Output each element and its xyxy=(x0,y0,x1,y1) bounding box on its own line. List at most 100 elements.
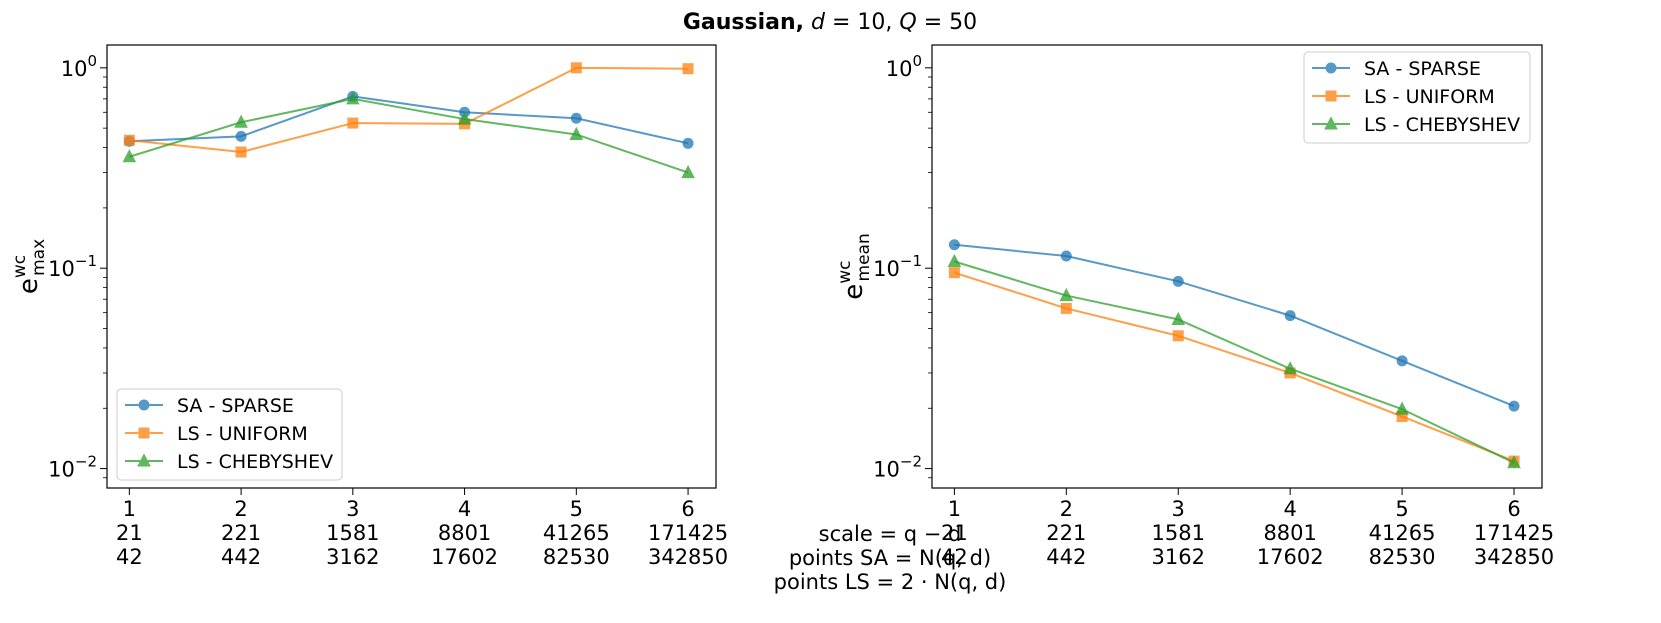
data-point-triangle xyxy=(681,165,695,179)
x-tick-label-points-sa: 171425 xyxy=(1474,521,1554,545)
x-tick-label-scale: 1 xyxy=(948,497,961,521)
y-axis-label-base: e xyxy=(839,284,869,300)
y-tick-exponent: 0 xyxy=(912,52,922,70)
x-tick-label-points-ls: 442 xyxy=(221,545,261,569)
y-tick-base: 10 xyxy=(873,458,900,482)
data-point-square xyxy=(682,63,694,75)
y-tick-exponent: 0 xyxy=(87,52,97,70)
data-point-triangle xyxy=(1395,401,1409,415)
title-part: = 50 xyxy=(917,10,977,35)
x-tick-label-scale: 2 xyxy=(1060,497,1073,521)
series-sa-sparse xyxy=(948,239,1520,412)
y-axis-label: ewcmean xyxy=(835,233,874,299)
x-tick-label-points-sa: 221 xyxy=(221,521,261,545)
y-tick-exponent: −1 xyxy=(900,252,922,270)
x-tick-label-scale: 1 xyxy=(123,497,136,521)
axes-frame xyxy=(931,44,1543,489)
legend-swatch xyxy=(1312,62,1350,74)
data-point-square xyxy=(123,134,135,146)
title-part: Q xyxy=(899,10,916,35)
y-tick-exponent: −2 xyxy=(900,453,922,471)
data-point-triangle xyxy=(569,126,584,140)
data-point-circle xyxy=(948,239,960,251)
y-tick-base: 10 xyxy=(61,57,88,81)
data-point-triangle xyxy=(234,114,248,128)
data-point-triangle xyxy=(947,253,962,268)
y-tick-exponent: −1 xyxy=(75,252,97,270)
data-point-square xyxy=(948,267,960,279)
x-tick-label-points-ls: 42 xyxy=(116,545,143,569)
x-tick-label-scale: 3 xyxy=(346,497,359,521)
x-tick-label-points-sa: 171425 xyxy=(648,521,728,545)
x-tick-label-scale: 4 xyxy=(1283,497,1296,521)
data-point-circle xyxy=(682,137,694,149)
y-tick-label: 10−1 xyxy=(873,252,922,281)
legend-marker-triangle xyxy=(1324,116,1338,130)
x-tick-label-points-ls: 17602 xyxy=(431,545,498,569)
x-tick-label-points-ls: 3162 xyxy=(326,545,379,569)
left-plot-panel: 10010−110−212142222144231581316248801176… xyxy=(10,44,728,569)
x-tick-label-scale: 4 xyxy=(458,497,471,521)
data-point-square xyxy=(1172,330,1184,342)
axes-frame xyxy=(106,44,717,489)
x-tick-label-scale: 6 xyxy=(1507,497,1520,521)
y-axis-label: ewcmax xyxy=(10,239,49,294)
legend-label: SA - SPARSE xyxy=(1364,58,1481,80)
legend-marker-triangle xyxy=(137,453,151,467)
data-point-circle xyxy=(1284,310,1296,322)
x-tick-label-points-sa: 221 xyxy=(1046,521,1086,545)
data-point-triangle xyxy=(1283,361,1297,375)
data-point-triangle xyxy=(457,111,472,125)
data-point-triangle xyxy=(122,149,137,163)
x-tick-label-points-ls: 3162 xyxy=(1152,545,1205,569)
data-point-circle xyxy=(1172,275,1184,287)
legend-swatch xyxy=(125,453,163,467)
data-point-square xyxy=(570,62,582,74)
x-tick-label-scale: 5 xyxy=(1395,497,1408,521)
x-row-label-points-sa: points SA = N(q, d) xyxy=(789,546,991,570)
y-tick-exponent: −2 xyxy=(75,453,97,471)
x-row-label-scale: scale = q − d xyxy=(819,522,962,546)
y-axis-label-sup: wc xyxy=(835,260,855,283)
data-point-circle xyxy=(570,112,582,124)
right-plot-panel: 10010−110−212142222144231581316248801176… xyxy=(835,44,1554,569)
data-point-square xyxy=(347,117,359,129)
series-sa-sparse xyxy=(123,90,694,149)
data-point-square xyxy=(1060,302,1072,314)
series-ls-chebyshev xyxy=(947,253,1521,469)
x-tick-label-points-sa: 41265 xyxy=(543,521,610,545)
x-tick-label-points-ls: 342850 xyxy=(648,545,728,569)
y-axis-label-sub: mean xyxy=(854,233,874,281)
data-point-triangle xyxy=(1171,311,1186,325)
x-tick-label-scale: 2 xyxy=(234,497,247,521)
legend-swatch xyxy=(125,399,163,411)
legend-marker-circle xyxy=(138,399,150,411)
x-tick-label-scale: 6 xyxy=(681,497,694,521)
x-tick-label-points-ls: 442 xyxy=(1046,545,1086,569)
legend-swatch xyxy=(1312,90,1350,102)
data-point-triangle xyxy=(1059,288,1074,302)
y-axis-label-sub: max xyxy=(29,239,49,276)
y-tick-label: 10−1 xyxy=(48,252,97,281)
legend-marker-square xyxy=(138,427,150,439)
x-tick-label-points-ls: 342850 xyxy=(1474,545,1554,569)
data-point-triangle xyxy=(346,91,360,105)
legend-box xyxy=(116,388,343,481)
series-line xyxy=(954,271,1515,463)
x-tick-label-points-sa: 21 xyxy=(116,521,143,545)
x-tick-label-points-sa: 41265 xyxy=(1369,521,1436,545)
y-tick-label: 100 xyxy=(886,52,922,81)
y-tick-label: 10−2 xyxy=(873,453,922,482)
legend-label: SA - SPARSE xyxy=(177,395,294,417)
x-tick-label-points-sa: 1581 xyxy=(326,521,379,545)
x-tick-label-points-sa: 8801 xyxy=(438,521,491,545)
legend-box xyxy=(1303,51,1531,144)
x-tick-label-points-sa: 1581 xyxy=(1152,521,1205,545)
legend-label: LS - CHEBYSHEV xyxy=(1364,114,1520,136)
x-tick-label-points-ls: 82530 xyxy=(1369,545,1436,569)
data-point-circle xyxy=(235,130,247,142)
data-point-square xyxy=(235,146,247,158)
legend-marker-square xyxy=(1325,90,1337,102)
y-axis-label-sup: wc xyxy=(10,255,30,278)
